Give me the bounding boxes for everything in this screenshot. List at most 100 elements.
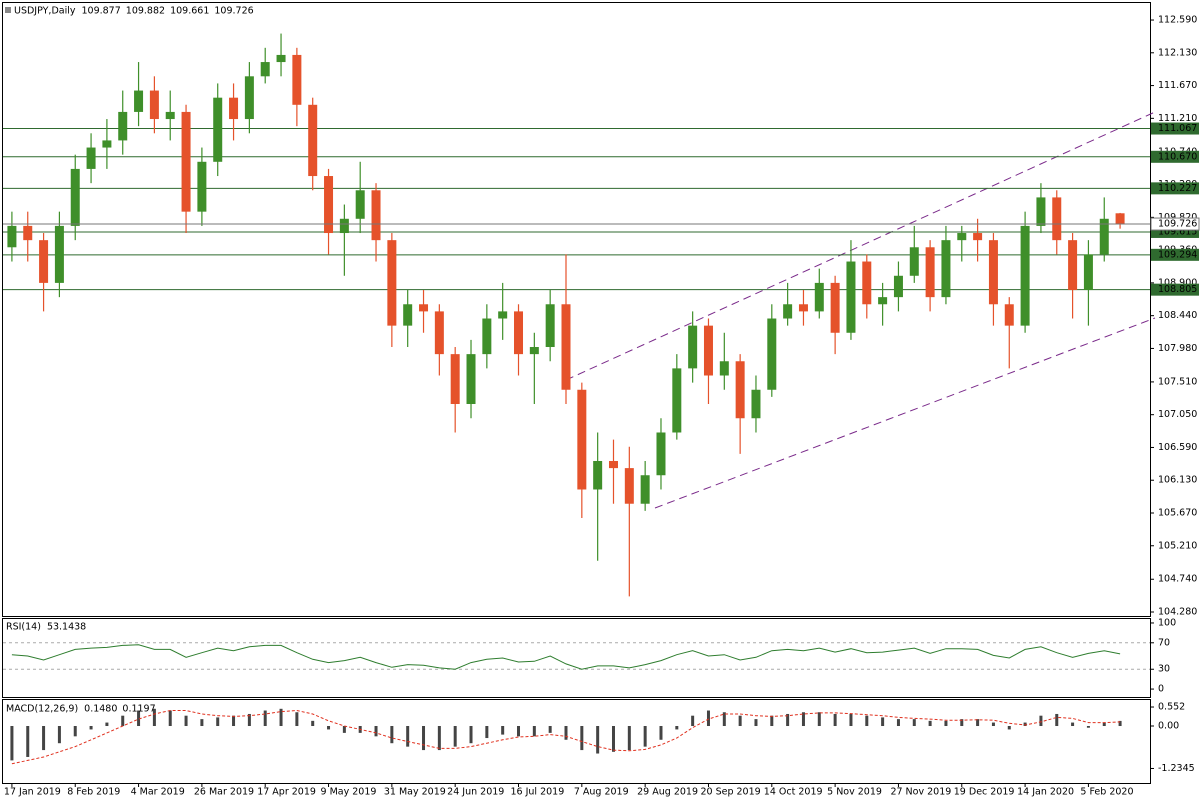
level-label-box	[1151, 150, 1199, 163]
candle-body	[450, 354, 460, 404]
candle-body	[1004, 304, 1014, 326]
candle-body	[70, 168, 80, 226]
x-tick-label: 5 Feb 2020	[1080, 787, 1133, 798]
macd-bar	[611, 726, 615, 752]
macd-bar	[1039, 715, 1043, 727]
macd-bar	[596, 726, 600, 754]
macd-bar	[849, 713, 853, 727]
macd-bar	[10, 726, 14, 761]
x-tick-label: 24 Jun 2019	[447, 787, 504, 798]
candle-body	[7, 225, 17, 248]
candle-body	[403, 304, 413, 326]
candle-body	[688, 325, 698, 369]
candle-body	[830, 282, 840, 333]
candle-body	[545, 304, 555, 348]
candle-body	[482, 318, 492, 355]
macd-bar	[485, 726, 489, 739]
candle-body	[276, 54, 286, 63]
macd-bar	[327, 726, 331, 730]
candle-body	[308, 104, 318, 177]
macd-bar	[311, 720, 315, 727]
macd-bar	[532, 726, 536, 737]
y-tick-label: 107.510	[1158, 376, 1197, 387]
macd-bar	[738, 715, 742, 727]
macd-bar	[517, 726, 521, 737]
macd-bar	[374, 726, 378, 737]
rsi-line	[11, 644, 1121, 670]
macd-bar	[200, 719, 204, 727]
candle-body	[941, 240, 951, 298]
level-label: 110.227	[1158, 183, 1197, 194]
candle-body	[577, 389, 587, 490]
candle-body	[371, 190, 381, 241]
macd-panel	[2, 699, 1151, 784]
macd-bar	[722, 712, 726, 727]
header-value: 0.1197	[122, 704, 155, 715]
candle-body	[925, 247, 935, 298]
x-tick-label: 29 Aug 2019	[637, 787, 698, 798]
candle-body	[862, 261, 872, 305]
macd-bar	[817, 712, 821, 727]
candle-body	[561, 304, 571, 390]
macd-bar	[659, 726, 663, 740]
macd-bar	[627, 726, 631, 751]
macd-bar	[960, 719, 964, 727]
header-value: 53.1438	[47, 622, 86, 633]
candle-body	[419, 304, 429, 312]
candle-body	[593, 460, 603, 490]
macd-bar	[89, 726, 93, 730]
candle-body	[1083, 254, 1093, 291]
candle-body	[23, 225, 33, 241]
macd-bar	[928, 720, 932, 727]
macd-bar	[912, 719, 916, 727]
y-tick-label: 0	[1158, 684, 1164, 695]
macd-bar	[390, 726, 394, 744]
y-tick-label: 111.210	[1158, 113, 1197, 124]
x-tick-label: 7 Aug 2019	[574, 787, 629, 798]
candle-body	[260, 62, 270, 77]
y-tick-label: 109.820	[1158, 212, 1197, 223]
macd-bar	[137, 710, 141, 727]
symbol-icon	[5, 7, 11, 13]
x-tick-label: 31 May 2019	[384, 787, 446, 798]
candle-body	[134, 90, 144, 112]
macd-bar	[801, 712, 805, 727]
candle-body	[434, 311, 444, 355]
candle-body	[624, 468, 634, 504]
macd-bar	[469, 726, 473, 744]
macd-bar	[73, 726, 77, 737]
candle-body	[339, 218, 349, 234]
macd-bar	[184, 715, 188, 727]
current-price-box	[1150, 217, 1200, 231]
x-tick-label: 16 Jul 2019	[511, 787, 565, 798]
macd-bar	[42, 726, 46, 751]
x-tick-label: 4 Mar 2019	[131, 787, 185, 798]
macd-bar	[1055, 713, 1059, 727]
candle-body	[767, 318, 777, 390]
level-label: 111.067	[1158, 123, 1197, 134]
x-tick-label: 9 May 2019	[321, 787, 377, 798]
candle-body	[181, 111, 191, 212]
level-label-box	[1151, 248, 1199, 261]
level-label: 109.615	[1158, 226, 1197, 237]
candle-body	[814, 282, 824, 312]
x-tick-label: 17 Jan 2019	[4, 787, 61, 798]
candle-body	[1068, 240, 1078, 291]
candle-body	[1115, 213, 1125, 225]
channel-lower	[654, 317, 1156, 509]
macd-bar	[976, 719, 980, 727]
macd-bar	[342, 726, 346, 733]
candle-body	[498, 311, 508, 319]
macd-bar	[152, 708, 156, 727]
y-tick-label: 30	[1158, 664, 1170, 675]
y-tick-label: 106.130	[1158, 475, 1197, 486]
macd-bar	[501, 726, 505, 735]
candle-body	[102, 140, 112, 148]
candle-body	[149, 90, 159, 120]
x-tick-label: 5 Nov 2019	[827, 787, 882, 798]
level-label: 110.670	[1158, 151, 1197, 162]
candle-body	[893, 275, 903, 298]
y-tick-label: 107.050	[1158, 409, 1197, 420]
macd-bar	[216, 717, 220, 727]
